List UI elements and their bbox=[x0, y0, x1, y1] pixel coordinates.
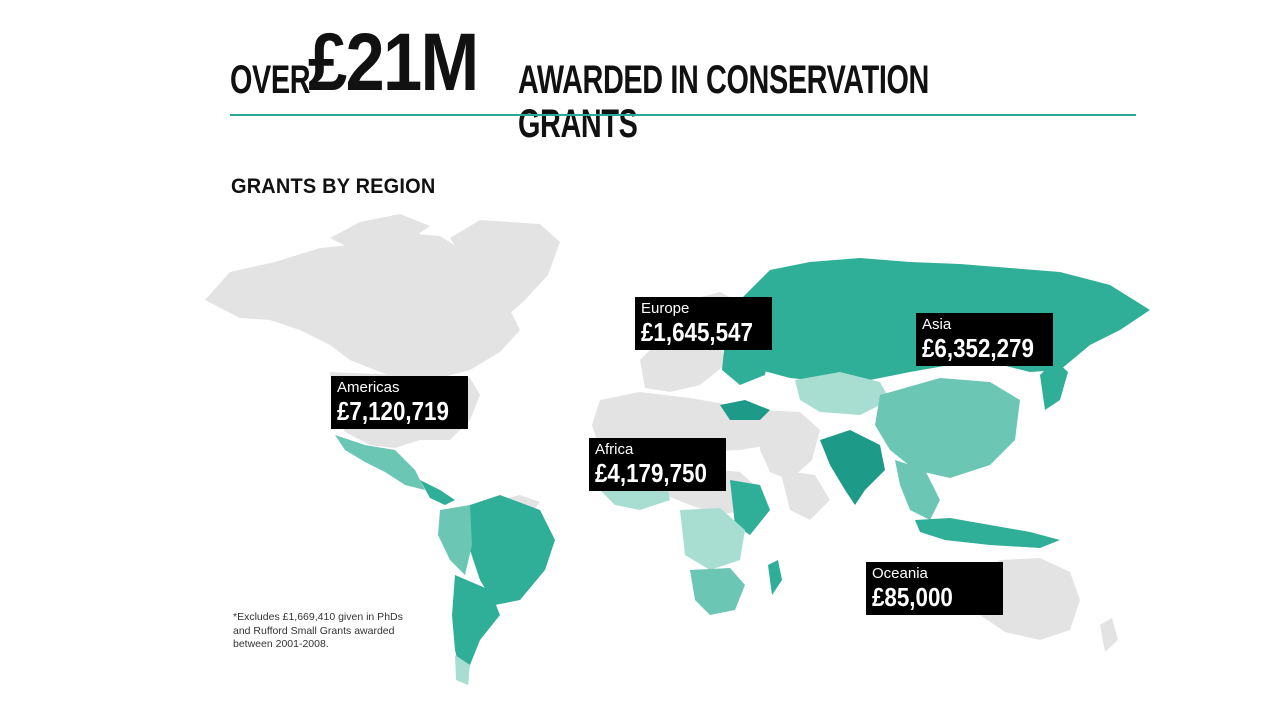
callout-europe: Europe £1,645,547 bbox=[635, 297, 772, 350]
headline-suffix: AWARDED IN CONSERVATION GRANTS bbox=[518, 58, 929, 146]
callout-amount: £85,000 bbox=[872, 582, 953, 612]
land-east-africa bbox=[730, 480, 770, 535]
callout-oceania: Oceania £85,000 bbox=[866, 562, 1003, 615]
land-central-africa bbox=[680, 508, 745, 570]
land-southern-africa bbox=[690, 568, 745, 615]
footnote: *Excludes £1,669,410 given in PhDs and R… bbox=[233, 611, 403, 650]
land-greenland bbox=[450, 220, 560, 318]
callout-asia: Asia £6,352,279 bbox=[916, 313, 1053, 366]
land-se-asia bbox=[895, 460, 940, 520]
land-madagascar bbox=[768, 560, 782, 595]
section-title: GRANTS BY REGION bbox=[231, 175, 436, 198]
shaded-land bbox=[335, 258, 1150, 685]
land-arctic-islands bbox=[330, 214, 430, 248]
land-patagonia-tip bbox=[455, 655, 470, 685]
land-southern-cone bbox=[452, 575, 500, 680]
callout-amount: £7,120,719 bbox=[337, 396, 449, 426]
land-canada bbox=[205, 232, 520, 382]
callout-africa: Africa £4,179,750 bbox=[589, 438, 726, 491]
callout-region-name: Europe bbox=[641, 300, 690, 317]
land-middle-east bbox=[760, 410, 820, 480]
callout-region-name: Africa bbox=[595, 441, 634, 458]
land-indonesia bbox=[915, 518, 1060, 548]
land-mexico bbox=[335, 435, 425, 490]
callout-amount: £4,179,750 bbox=[595, 458, 707, 488]
land-new-zealand bbox=[1100, 618, 1118, 652]
callout-region-name: Asia bbox=[922, 316, 952, 333]
callout-region-name: Oceania bbox=[872, 565, 928, 582]
callout-amount: £1,645,547 bbox=[641, 317, 753, 347]
land-arabia bbox=[780, 470, 830, 520]
headline: OVER £21M AWARDED IN CONSERVATION GRANTS bbox=[230, 14, 1130, 147]
land-central-america bbox=[420, 480, 455, 505]
land-central-asia bbox=[795, 372, 890, 415]
callout-amount: £6,352,279 bbox=[922, 333, 1034, 363]
accent-divider bbox=[230, 114, 1136, 116]
land-india bbox=[820, 430, 885, 505]
land-china bbox=[875, 378, 1020, 478]
land-turkey bbox=[720, 400, 770, 420]
land-brazil bbox=[470, 495, 555, 605]
land-japan bbox=[1040, 360, 1068, 410]
callout-region-name: Americas bbox=[337, 379, 400, 396]
headline-prefix: OVER bbox=[230, 58, 311, 102]
callout-americas: Americas £7,120,719 bbox=[331, 376, 468, 429]
headline-amount: £21M bbox=[308, 17, 479, 108]
land-andes bbox=[438, 505, 472, 575]
